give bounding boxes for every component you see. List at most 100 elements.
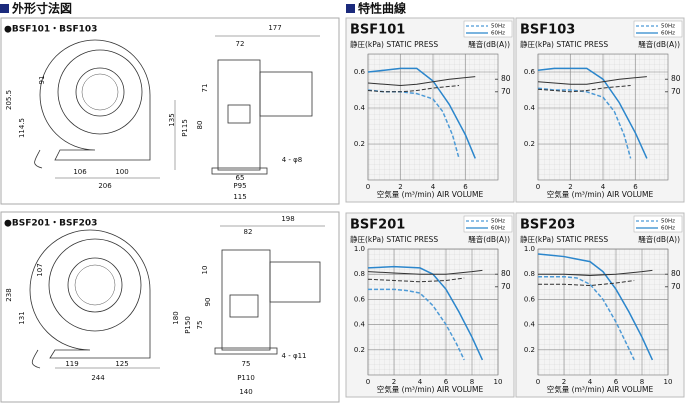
y2-tick-label: 70 <box>671 87 681 96</box>
y-tick-label: 0.6 <box>354 68 366 76</box>
y2-tick-label: 70 <box>501 87 511 96</box>
y-tick-label: 0.8 <box>354 270 365 278</box>
x-tick-label: 2 <box>392 378 396 386</box>
dimension-label: 115 <box>233 193 246 201</box>
y-tick-label: 0.2 <box>354 346 365 354</box>
x-axis-label: 空気量 (m³/min) AIR VOLUME <box>547 384 654 394</box>
drawing-caption: ●BSF201・BSF203 <box>4 219 97 229</box>
x-tick-label: 6 <box>614 378 619 386</box>
dimension-label: 198 <box>281 215 294 223</box>
y2-tick-label: 80 <box>671 269 681 278</box>
series-line <box>538 269 653 276</box>
dimension-label: 177 <box>268 24 281 32</box>
x-tick-label: 4 <box>418 378 423 386</box>
x-tick-label: 6 <box>463 183 468 191</box>
left-header: 外形寸法図 <box>12 1 72 16</box>
dimension-label: 205.5 <box>5 90 13 110</box>
y2-tick-label: 80 <box>501 74 511 83</box>
dimension-label: P150 <box>184 316 192 334</box>
dimension-label: P115 <box>181 119 189 137</box>
x-tick-label: 0 <box>536 378 540 386</box>
chart-title: BSF103 <box>520 23 575 38</box>
dimension-label: 140 <box>239 388 252 396</box>
y2-axis-label: 騒音(dB(A)) <box>468 39 510 49</box>
series-line <box>537 76 647 85</box>
dimension-label: 72 <box>236 40 245 48</box>
dimension-label: P110 <box>237 374 255 382</box>
x-axis-label: 空気量 (m³/min) AIR VOLUME <box>547 189 654 199</box>
legend-label: 50Hz <box>661 219 675 225</box>
y-tick-label: 0.8 <box>524 270 535 278</box>
y-tick-label: 0.4 <box>354 104 366 112</box>
chart-title: BSF101 <box>350 23 405 38</box>
series-line <box>367 67 476 159</box>
series-line <box>367 269 483 275</box>
dimension-label: 206 <box>98 182 112 190</box>
y-tick-label: 0.6 <box>354 295 366 303</box>
y-axis-label: 静圧(kPa) STATIC PRESS <box>520 234 608 244</box>
dimension-label: 100 <box>115 168 128 176</box>
x-tick-label: 2 <box>568 183 572 191</box>
x-tick-label: 10 <box>494 378 503 386</box>
y2-axis-label: 騒音(dB(A)) <box>468 234 510 244</box>
y-tick-label: 0.4 <box>524 321 536 329</box>
dimension-label: 131 <box>18 311 26 324</box>
x-tick-label: 4 <box>601 183 606 191</box>
x-tick-label: 0 <box>366 183 370 191</box>
x-tick-label: 8 <box>640 378 644 386</box>
y2-axis-label: 騒音(dB(A)) <box>638 39 680 49</box>
drawing-caption: ●BSF101・BSF103 <box>4 25 97 35</box>
x-tick-label: 8 <box>470 378 474 386</box>
y-axis-label: 静圧(kPa) STATIC PRESS <box>350 39 438 49</box>
plot-area <box>367 248 499 376</box>
y2-tick-label: 70 <box>671 282 681 291</box>
y-tick-label: 0.4 <box>354 321 366 329</box>
x-tick-label: 6 <box>633 183 638 191</box>
y-tick-label: 1.0 <box>354 245 365 253</box>
dimension-label: 90 <box>204 298 212 307</box>
y-tick-label: 1.0 <box>524 245 535 253</box>
y-tick-label: 0.6 <box>524 68 536 76</box>
dimension-label: 119 <box>65 360 78 368</box>
x-tick-label: 2 <box>562 378 566 386</box>
dimension-label: 180 <box>172 311 180 324</box>
series-line <box>538 280 635 287</box>
dimension-label: 4 - φ11 <box>282 352 307 360</box>
drawing-bottom <box>29 225 325 369</box>
y2-axis-label: 騒音(dB(A)) <box>638 234 680 244</box>
series-line <box>367 85 460 93</box>
plot-area <box>537 248 669 376</box>
y-tick-label: 0.2 <box>354 140 365 148</box>
y2-tick-label: 70 <box>501 282 511 291</box>
legend-label: 60Hz <box>491 226 505 232</box>
dimension-label: 244 <box>91 374 105 382</box>
series-line <box>368 288 465 361</box>
dimension-label: P95 <box>233 182 246 190</box>
legend-label: 60Hz <box>661 226 675 232</box>
x-tick-label: 6 <box>444 378 449 386</box>
legend-label: 50Hz <box>661 24 675 30</box>
chart-title: BSF201 <box>350 218 405 233</box>
x-axis-label: 空気量 (m³/min) AIR VOLUME <box>377 384 484 394</box>
y-axis-label: 静圧(kPa) STATIC PRESS <box>350 234 438 244</box>
header-icon <box>346 4 355 13</box>
y2-tick-label: 80 <box>671 74 681 83</box>
y-tick-label: 0.6 <box>524 295 536 303</box>
legend-label: 50Hz <box>491 24 505 30</box>
right-header: 特性曲線 <box>358 1 406 16</box>
drawing-panel <box>0 17 340 205</box>
dimension-label: 114.5 <box>18 118 26 138</box>
dimension-label: 91 <box>38 76 46 85</box>
series-line <box>367 265 484 361</box>
dimension-label: 80 <box>196 121 204 130</box>
series-line <box>367 277 465 283</box>
legend-label: 60Hz <box>661 31 675 37</box>
dimension-label: 71 <box>201 84 209 93</box>
y-axis-label: 静圧(kPa) STATIC PRESS <box>520 39 608 49</box>
